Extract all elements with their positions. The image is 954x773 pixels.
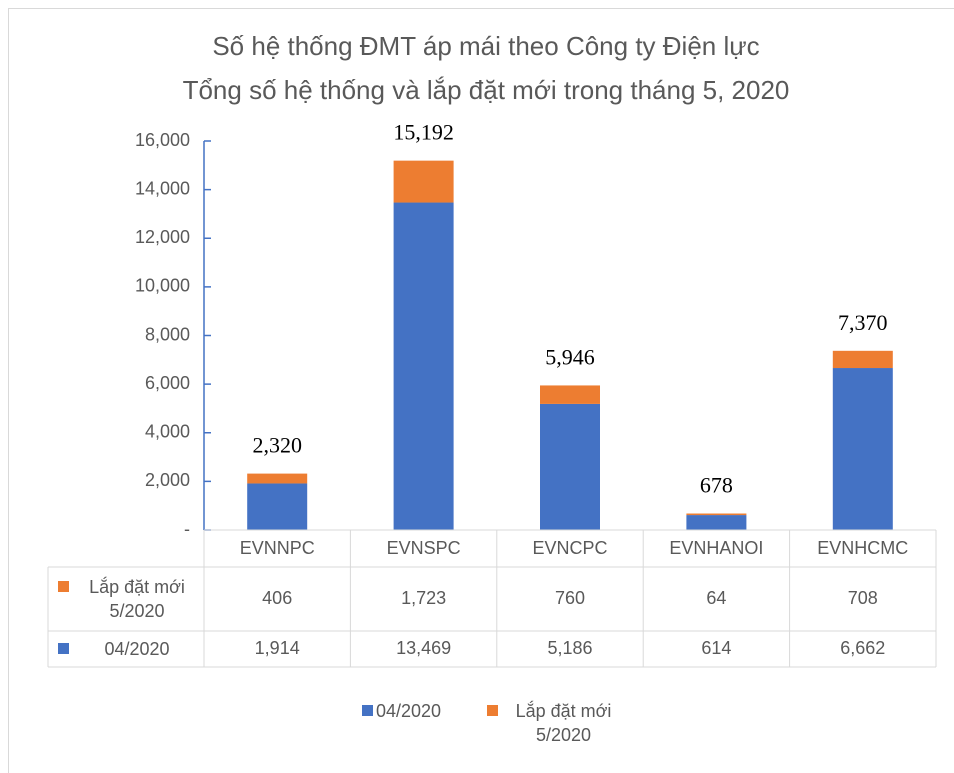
table-value: 708 — [848, 588, 878, 608]
y-tick-label: 14,000 — [135, 178, 190, 198]
total-label: 15,192 — [393, 120, 454, 145]
chart-subtitle: Tổng số hệ thống và lắp đặt mới trong th… — [183, 75, 790, 105]
legend-item: Lắp đặt mới 5/2020 — [487, 699, 637, 747]
table-value: 6,662 — [840, 638, 885, 658]
chart-border — [8, 8, 954, 773]
total-label: 2,320 — [252, 433, 302, 458]
x-tick-label: EVNNPC — [240, 538, 315, 558]
x-tick-label: EVNHANOI — [669, 538, 763, 558]
table-value: 614 — [701, 638, 731, 658]
x-tick-label: EVNCPC — [532, 538, 607, 558]
total-label: 7,370 — [838, 310, 888, 335]
legend-item: 04/2020 — [362, 699, 472, 723]
legend-key — [487, 705, 498, 716]
legend-label: Lắp đặt mới 5/2020 — [515, 701, 612, 745]
legend-key — [362, 705, 373, 716]
legend-key — [58, 643, 69, 654]
y-tick-label: - — [184, 519, 190, 539]
bar-segment — [247, 473, 308, 484]
y-tick-label: 6,000 — [145, 373, 190, 393]
y-tick-label: 12,000 — [135, 227, 190, 247]
table-value: 760 — [555, 588, 585, 608]
y-tick-label: 4,000 — [145, 422, 190, 442]
table-series-label: 04/2020 — [58, 637, 202, 661]
y-tick-label: 16,000 — [135, 130, 190, 150]
total-label: 678 — [700, 473, 733, 498]
y-tick-label: 2,000 — [145, 470, 190, 490]
series-name: 04/2020 — [104, 639, 170, 659]
bar-segment — [540, 385, 600, 404]
bar-segment — [686, 515, 747, 530]
bar-segment — [393, 160, 454, 203]
legend-key — [58, 581, 69, 592]
table-value: 64 — [706, 588, 726, 608]
table-value: 406 — [262, 588, 292, 608]
bar-segment — [393, 202, 454, 530]
table-value: 13,469 — [396, 638, 451, 658]
legend-label: 04/2020 — [376, 701, 442, 721]
total-label: 5,946 — [545, 344, 595, 369]
series-name: Lắp đặt mới 5/2020 — [89, 577, 185, 621]
x-tick-label: EVNSPC — [387, 538, 461, 558]
bar-segment — [832, 368, 893, 530]
bar-segment — [247, 483, 308, 530]
bar-segment — [686, 513, 747, 516]
table-series-label: Lắp đặt mới 5/2020 — [58, 575, 202, 623]
bar-segment — [832, 350, 893, 369]
y-tick-label: 10,000 — [135, 276, 190, 296]
x-tick-label: EVNHCMC — [817, 538, 908, 558]
bar-segment — [540, 403, 600, 530]
table-value: 1,723 — [401, 588, 446, 608]
chart-title: Số hệ thống ĐMT áp mái theo Công ty Điện… — [212, 31, 759, 61]
table-value: 1,914 — [255, 638, 300, 658]
y-tick-label: 8,000 — [145, 324, 190, 344]
table-value: 5,186 — [547, 638, 592, 658]
